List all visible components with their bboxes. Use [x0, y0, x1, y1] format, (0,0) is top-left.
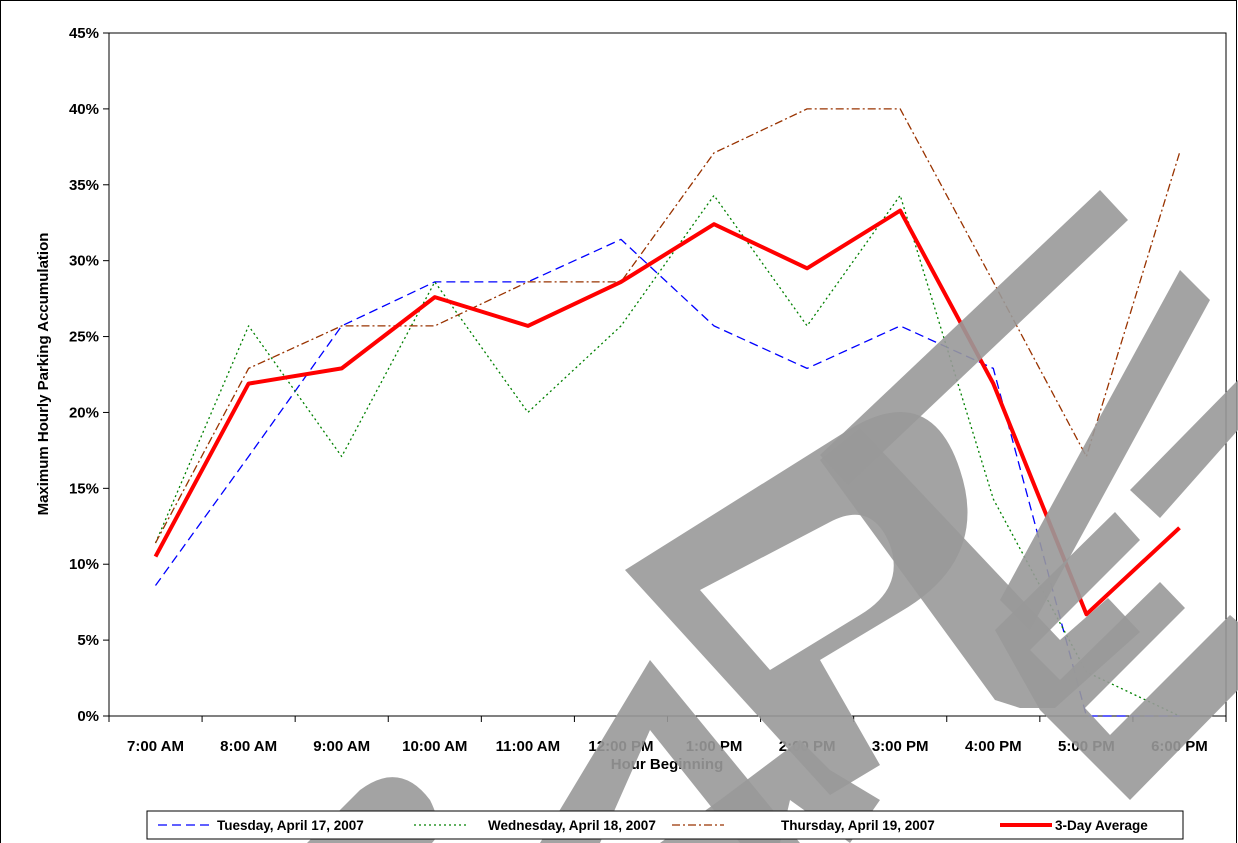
series-line-3	[153, 208, 1181, 617]
watermark-stroke-2	[1000, 270, 1210, 630]
sample-watermark	[307, 190, 1238, 843]
y-tick-label: 30%	[69, 253, 99, 270]
x-tick-label: 3:00 PM	[872, 738, 929, 755]
y-axis: 0% 5% 10% 15% 20% 25% 30% 35% 40% 45%	[69, 25, 109, 725]
legend-label-3: 3-Day Average	[1055, 818, 1148, 833]
y-tick-label: 20%	[69, 404, 99, 421]
legend: Tuesday, April 17, 2007 Wednesday, April …	[158, 818, 1148, 833]
x-tick-label: 10:00 AM	[402, 738, 467, 755]
watermark-letter-l	[820, 428, 1140, 708]
y-tick-label: 5%	[77, 632, 99, 649]
y-tick-label: 40%	[69, 101, 99, 118]
legend-label-2: Thursday, April 19, 2007	[781, 818, 935, 833]
x-tick-label: 9:00 AM	[313, 738, 370, 755]
watermark-stroke-3	[1130, 380, 1238, 518]
y-axis-title: Maximum Hourly Parking Accumulation	[35, 233, 52, 516]
legend-label-0: Tuesday, April 17, 2007	[217, 818, 364, 833]
watermark-letter-e	[995, 512, 1238, 800]
y-tick-label: 35%	[69, 177, 99, 194]
x-tick-label: 4:00 PM	[965, 738, 1022, 755]
y-tick-label: 15%	[69, 480, 99, 497]
y-tick-label: 10%	[69, 556, 99, 573]
legend-label-1: Wednesday, April 18, 2007	[488, 818, 656, 833]
x-tick-label: 8:00 AM	[220, 738, 277, 755]
y-tick-label: 25%	[69, 329, 99, 346]
watermark-stroke-1	[820, 190, 1128, 485]
x-tick-label: 11:00 AM	[496, 738, 560, 755]
series-line-1	[154, 194, 1180, 717]
y-tick-label: 0%	[77, 708, 99, 725]
y-tick-label: 45%	[69, 25, 99, 42]
x-tick-label: 7:00 AM	[127, 738, 184, 755]
